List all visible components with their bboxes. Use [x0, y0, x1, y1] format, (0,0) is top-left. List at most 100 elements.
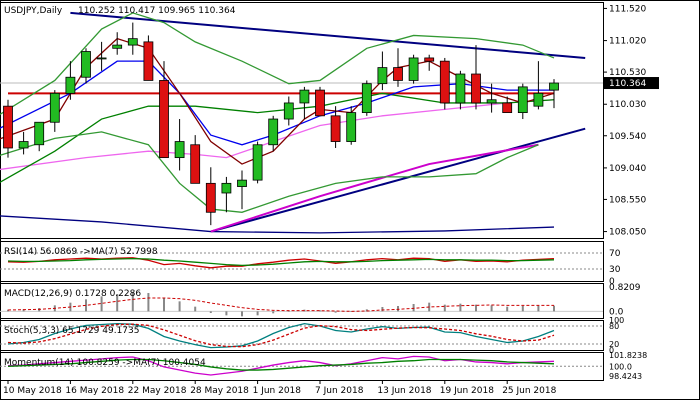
bullish-candle	[361, 83, 372, 114]
bullish-candle	[65, 76, 76, 94]
lower-blue-ma	[0, 215, 555, 234]
macd-bar	[194, 306, 197, 312]
bullish-candle	[408, 57, 419, 81]
macd-bar	[365, 309, 368, 312]
macd-bar	[163, 298, 165, 312]
bearish-candle	[330, 115, 341, 142]
y-tick-label: 109.540	[609, 132, 646, 142]
macd-bar	[319, 310, 321, 312]
bollinger-lower	[0, 131, 539, 213]
macd-bar	[225, 311, 228, 316]
macd-bar	[272, 311, 275, 314]
y-tick-label: 110.030	[609, 100, 646, 110]
rsi-tick-label: 70	[609, 249, 621, 259]
macd-bar	[241, 311, 243, 317]
momentum-tick-label: 98.4243	[609, 372, 642, 381]
macd-bar	[521, 306, 524, 312]
x-tick-label: 19 Jun 2018	[440, 386, 494, 396]
x-tick-label: 28 May 2018	[190, 386, 249, 396]
lower-trendline	[210, 127, 586, 233]
green-ma	[0, 92, 555, 183]
y-tick-label: 108.550	[609, 195, 646, 205]
rsi-label: RSI(14) 56.0869 ->MA(7) 52.7998	[4, 247, 158, 257]
y-tick-label: 111.520	[609, 4, 646, 14]
bullish-candle	[81, 51, 91, 78]
macd-bar	[381, 307, 384, 312]
stoch-tick-label: 20	[609, 340, 619, 349]
stoch-series-0	[7, 322, 555, 349]
macd-bar	[397, 306, 399, 312]
bullish-candle	[377, 67, 388, 85]
chart-ohlc: 110.252 110.417 109.965 110.364	[78, 6, 236, 16]
macd-bar	[412, 304, 415, 312]
bullish-candle	[96, 57, 107, 60]
macd-bar	[537, 305, 540, 312]
macd-bar	[131, 292, 134, 312]
bearish-candle	[205, 182, 216, 213]
bullish-candle	[18, 141, 29, 149]
macd-tick-label: 0.8209	[609, 283, 641, 293]
macd-bar	[334, 311, 337, 313]
bearish-candle	[471, 73, 481, 104]
macd-bar	[178, 301, 181, 312]
bearish-candle	[315, 89, 325, 117]
macd-bar	[475, 304, 477, 312]
blue-ma	[0, 60, 554, 146]
bullish-candle	[455, 73, 466, 104]
last-price-box	[604, 77, 659, 90]
rsi-series-1	[7, 257, 555, 267]
macd-bar	[85, 299, 87, 312]
momentum-tick-label: 101.8238	[609, 351, 647, 360]
bearish-candle	[393, 67, 403, 81]
last-price-label: 110.364	[609, 79, 646, 89]
bearish-candle	[143, 41, 154, 81]
macd-tick-label: 0.0	[609, 307, 624, 317]
price-panel	[0, 2, 604, 239]
bullish-candle	[112, 44, 123, 49]
macd-bar	[443, 304, 446, 312]
bullish-candle	[486, 99, 497, 104]
macd-bar	[506, 306, 509, 312]
bullish-candle	[49, 92, 60, 123]
y-tick-label: 108.050	[609, 228, 646, 238]
x-tick-label: 25 Jun 2018	[502, 386, 556, 396]
bullish-candle	[517, 86, 528, 114]
macd-bar	[147, 293, 150, 312]
x-tick-label: 7 Jun 2018	[315, 386, 364, 396]
bullish-candle	[346, 112, 357, 142]
chart-symbol: USDJPY,Daily	[4, 6, 63, 16]
y-tick-label: 109.040	[609, 164, 646, 174]
macd-bar	[287, 311, 290, 312]
x-tick-label: 13 Jun 2018	[377, 386, 431, 396]
y-tick-label: 111.020	[609, 37, 646, 47]
macd-bar	[350, 311, 353, 312]
bullish-candle	[237, 179, 247, 187]
bullish-candle	[533, 92, 544, 107]
macd-bar	[116, 294, 119, 312]
bullish-candle	[221, 182, 232, 194]
bearish-candle	[3, 105, 13, 149]
stoch-tick-label: 100	[609, 316, 624, 325]
bearish-candle	[439, 60, 450, 104]
magenta-trend	[210, 143, 539, 233]
bollinger-upper	[0, 12, 555, 116]
macd-bar	[22, 309, 25, 312]
momentum-series-1	[7, 358, 555, 371]
bearish-candle	[424, 57, 435, 62]
macd-bar	[553, 305, 555, 312]
y-tick-label: 110.530	[609, 68, 646, 78]
bullish-candle	[549, 82, 559, 91]
stoch-tick-label: 0	[609, 346, 614, 355]
bullish-candle	[283, 102, 294, 120]
macd-bar	[459, 303, 462, 312]
macd-bar	[7, 309, 9, 312]
x-tick-label: 16 May 2018	[65, 386, 124, 396]
bullish-candle	[127, 38, 138, 46]
x-tick-label: 22 May 2018	[128, 386, 187, 396]
macd-bar	[490, 305, 493, 312]
macd-bar	[209, 311, 212, 313]
macd-bar	[100, 296, 103, 312]
bullish-candle	[34, 121, 45, 146]
stoch-tick-label: 80	[609, 322, 619, 331]
bearish-candle	[502, 102, 513, 114]
